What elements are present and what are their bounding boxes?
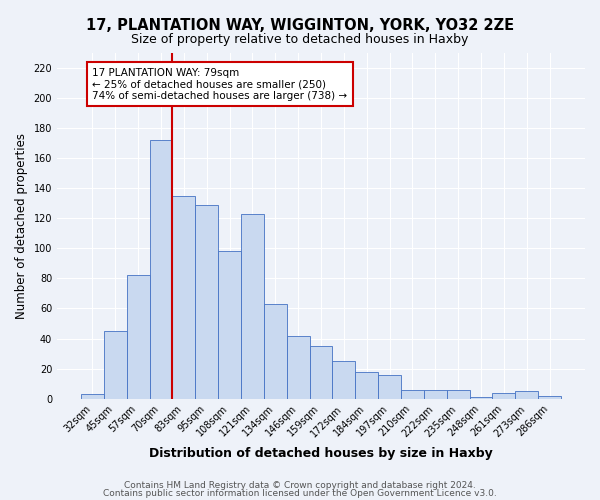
Bar: [538, 396, 561, 399]
Bar: [149, 140, 172, 399]
X-axis label: Distribution of detached houses by size in Haxby: Distribution of detached houses by size …: [149, 447, 493, 460]
Text: Size of property relative to detached houses in Haxby: Size of property relative to detached ho…: [131, 32, 469, 46]
Bar: [515, 392, 538, 399]
Bar: [218, 251, 241, 399]
Bar: [470, 398, 493, 399]
Bar: [81, 394, 104, 399]
Y-axis label: Number of detached properties: Number of detached properties: [15, 132, 28, 318]
Bar: [332, 361, 355, 399]
Bar: [424, 390, 447, 399]
Bar: [104, 331, 127, 399]
Bar: [127, 276, 149, 399]
Text: 17 PLANTATION WAY: 79sqm
← 25% of detached houses are smaller (250)
74% of semi-: 17 PLANTATION WAY: 79sqm ← 25% of detach…: [92, 68, 347, 101]
Text: Contains public sector information licensed under the Open Government Licence v3: Contains public sector information licen…: [103, 489, 497, 498]
Bar: [401, 390, 424, 399]
Bar: [493, 393, 515, 399]
Bar: [447, 390, 470, 399]
Bar: [196, 204, 218, 399]
Bar: [264, 304, 287, 399]
Bar: [241, 214, 264, 399]
Text: 17, PLANTATION WAY, WIGGINTON, YORK, YO32 2ZE: 17, PLANTATION WAY, WIGGINTON, YORK, YO3…: [86, 18, 514, 32]
Bar: [287, 336, 310, 399]
Bar: [172, 196, 196, 399]
Bar: [355, 372, 378, 399]
Text: Contains HM Land Registry data © Crown copyright and database right 2024.: Contains HM Land Registry data © Crown c…: [124, 480, 476, 490]
Bar: [310, 346, 332, 399]
Bar: [378, 374, 401, 399]
